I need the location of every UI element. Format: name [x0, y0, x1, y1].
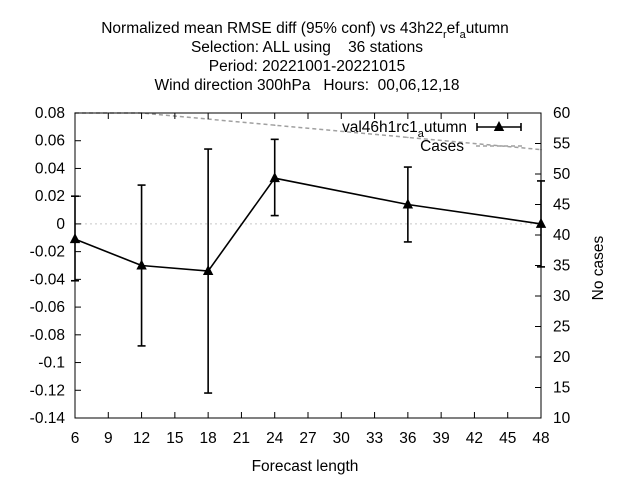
data-point: [402, 198, 414, 209]
y-tick-label: -0.1: [38, 355, 65, 372]
main-series: [69, 138, 547, 394]
x-tick-label: 39: [433, 430, 450, 447]
legend: val46h1rc1autumn Cases: [342, 119, 522, 155]
legend-entry-main-sample: [476, 121, 522, 131]
legend-entry-cases-label: Cases: [420, 138, 464, 155]
x-tick-label: 12: [133, 430, 150, 447]
axes: 0.08 0.06 0.04 0.02 0 -0.02 -0.04 -0.06 -0.08 -0.…: [30, 105, 571, 447]
series-line: [74, 177, 542, 272]
data-point: [202, 265, 214, 276]
y2-tick-label: 25: [553, 319, 570, 336]
y-tick-label: 0.06: [35, 133, 65, 150]
y-tick-label: 0.02: [35, 188, 65, 205]
chart-title: Normalized mean RMSE diff (95% conf) vs …: [101, 20, 509, 94]
y-tick-label: -0.06: [30, 299, 65, 316]
x-tick-label: 36: [399, 430, 416, 447]
y2-axis-label: No cases: [590, 235, 607, 300]
x-tick-label: 21: [233, 430, 250, 447]
y-tick-label: -0.04: [30, 271, 66, 288]
x-tick-label: 24: [266, 430, 284, 447]
y2-tick-label: 50: [553, 166, 571, 183]
y2-tick-label: 45: [553, 197, 570, 214]
y2-tick-label: 35: [553, 258, 570, 275]
data-point: [136, 259, 147, 270]
x-tick-label: 27: [299, 430, 316, 447]
title-line-2: Selection: ALL using 36 stations: [191, 39, 423, 56]
data-point: [269, 172, 280, 183]
cases-point: [273, 124, 276, 126]
legend-entry-main-label: val46h1rc1autumn: [342, 119, 467, 140]
data-point: [535, 217, 547, 228]
x-tick-label: 9: [104, 430, 113, 447]
y2-tick-label: 60: [553, 105, 571, 122]
x-tick-label: 18: [200, 430, 217, 447]
x-tick-label: 30: [333, 430, 351, 447]
x-tick-label: 15: [166, 430, 183, 447]
y2-tick-label: 15: [553, 380, 570, 397]
y-tick-label: 0: [56, 216, 65, 233]
y2-tick-label: 20: [553, 349, 571, 366]
legend-main-marker: [493, 121, 505, 131]
x-tick-label: 33: [366, 430, 383, 447]
y-tick-label: -0.02: [30, 244, 65, 261]
data-point: [69, 233, 81, 244]
cases-point: [407, 136, 409, 139]
y-tick-label: -0.14: [30, 410, 66, 427]
y2-tick-label: 55: [553, 136, 570, 153]
x-tick-label: 6: [71, 430, 80, 447]
y2-tick-label: 10: [553, 410, 571, 427]
x-tick-label: 42: [466, 430, 483, 447]
title-line-1: Normalized mean RMSE diff (95% conf) vs …: [101, 20, 509, 41]
y-tick-label: -0.08: [30, 327, 65, 344]
y-tick-label: 0.08: [35, 105, 65, 122]
y-tick-label: -0.12: [30, 382, 65, 399]
y-tick-label: 0.04: [35, 160, 66, 177]
x-tick-label: 45: [499, 430, 516, 447]
title-line-4: Wind direction 300hPa Hours: 00,06,12,18: [154, 77, 459, 94]
y2-tick-label: 30: [553, 288, 571, 305]
y2-tick-label: 40: [553, 227, 571, 244]
x-tick-label: 48: [532, 430, 549, 447]
x-axis-label: Forecast length: [252, 458, 359, 475]
title-line-3: Period: 20221001-20221015: [209, 58, 406, 75]
